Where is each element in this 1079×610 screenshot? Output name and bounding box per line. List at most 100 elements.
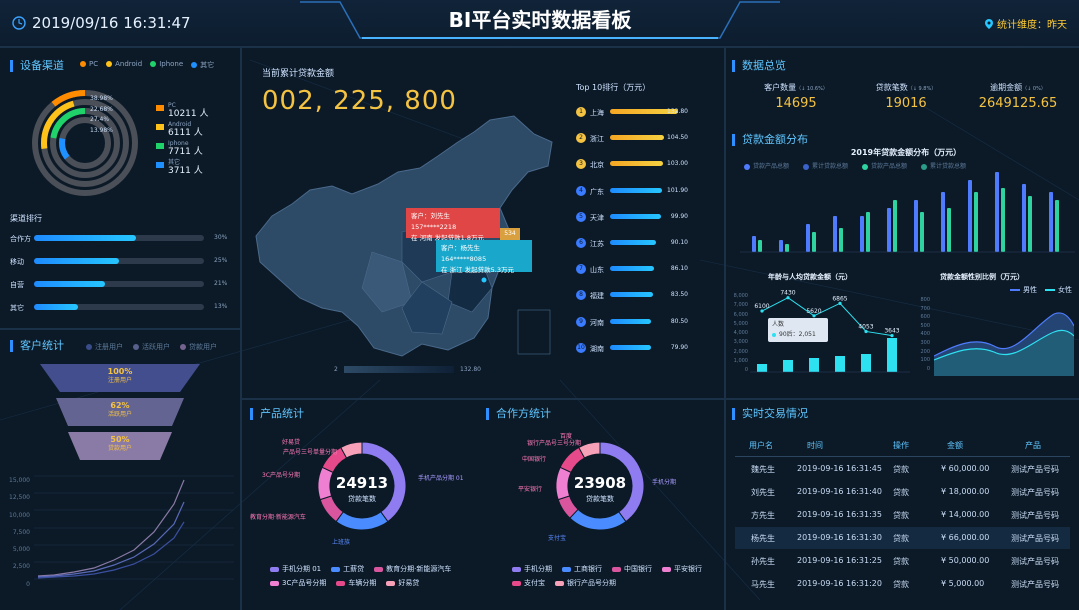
- rank-bar[interactable]: [610, 213, 661, 219]
- age-point[interactable]: [890, 333, 894, 338]
- legend-loan[interactable]: 贷款用户: [180, 342, 217, 352]
- device-legend-other[interactable]: 其它: [191, 60, 214, 70]
- loan-bar[interactable]: [812, 232, 816, 252]
- age-point[interactable]: [760, 309, 764, 313]
- tx-column-header[interactable]: 操作: [893, 441, 909, 450]
- loan-bar[interactable]: [995, 172, 999, 252]
- rank-bar[interactable]: [610, 187, 662, 193]
- rank-bar[interactable]: [610, 161, 663, 167]
- loan-bar[interactable]: [941, 192, 945, 252]
- legend-item[interactable]: 车辆分期: [336, 578, 376, 588]
- tx-column-header[interactable]: 用户名: [749, 441, 773, 450]
- device-legend-android[interactable]: Android: [106, 60, 142, 70]
- loan-bar[interactable]: [974, 192, 978, 252]
- ring-android[interactable]: [41, 99, 129, 187]
- donut-segment[interactable]: [569, 508, 627, 531]
- device-legend-iphone[interactable]: Iphone: [150, 60, 183, 70]
- legend-item[interactable]: 银行产品号分期: [555, 578, 616, 588]
- loan-bar[interactable]: [1049, 192, 1053, 252]
- loan-bar[interactable]: [833, 216, 837, 252]
- legend-item[interactable]: 手机分期 01: [270, 564, 321, 574]
- loan-bar[interactable]: [752, 236, 756, 252]
- tx-column-header[interactable]: 时间: [807, 441, 823, 450]
- tx-column-header[interactable]: 产品: [1025, 441, 1041, 450]
- channel-rank-pct: 13%: [214, 303, 228, 310]
- loan-bar[interactable]: [1022, 184, 1026, 252]
- loan-bar[interactable]: [1001, 188, 1005, 252]
- age-bar[interactable]: [835, 356, 845, 372]
- rank-bar[interactable]: [610, 135, 664, 141]
- loan-bar[interactable]: [758, 240, 762, 252]
- y-tick: 800: [920, 297, 930, 303]
- legend-item[interactable]: 教育分期·新能源汽车: [374, 564, 451, 574]
- tx-column-header[interactable]: 金额: [947, 441, 963, 450]
- loan-bar[interactable]: [779, 240, 783, 252]
- loan-legend-item[interactable]: 贷款产品总额: [862, 161, 907, 170]
- legend-item[interactable]: 中国银行: [612, 564, 652, 574]
- loan-bar[interactable]: [866, 212, 870, 252]
- donut-segment[interactable]: [578, 441, 601, 459]
- legend-item[interactable]: 3C产品号分期: [270, 578, 326, 588]
- rank-bar[interactable]: [610, 318, 651, 324]
- rank-bar[interactable]: [610, 344, 651, 350]
- loan-legend-item[interactable]: 累计贷款总额: [803, 161, 848, 170]
- table-row[interactable]: 孙先生 2019-09-16 16:31:25 贷款 ¥ 50,000.00 测试产品号…: [735, 550, 1070, 572]
- legend-item[interactable]: 手机分期: [512, 564, 552, 574]
- age-bar[interactable]: [861, 354, 871, 372]
- legend-item[interactable]: 支付宝: [512, 578, 545, 588]
- legend-item[interactable]: 好易贷: [386, 578, 419, 588]
- ring-其它[interactable]: [59, 117, 111, 169]
- loan-legend-item[interactable]: 贷款产品总额: [744, 161, 789, 170]
- table-row[interactable]: 方先生 2019-09-16 16:31:35 贷款 ¥ 14,000.00 测试产品号…: [735, 504, 1070, 526]
- ring-iphone[interactable]: [50, 108, 120, 178]
- rank-bar[interactable]: [610, 292, 653, 298]
- legend-item[interactable]: 平安银行: [662, 564, 702, 574]
- loan-bar[interactable]: [785, 244, 789, 252]
- device-legend-pc[interactable]: PC: [80, 60, 98, 70]
- donut-segment[interactable]: [335, 511, 389, 531]
- ring-pc[interactable]: [32, 90, 138, 196]
- loan-bar[interactable]: [893, 200, 897, 252]
- map-scale-bar[interactable]: [344, 366, 454, 373]
- table-row[interactable]: 魏先生 2019-09-16 16:31:45 贷款 ¥ 60,000.00 测试产品号…: [735, 458, 1070, 480]
- rank-bar[interactable]: [610, 109, 678, 114]
- legend-item[interactable]: 工薪贷: [331, 564, 364, 574]
- channel-rank-bar[interactable]: [34, 235, 204, 241]
- age-bar[interactable]: [757, 364, 767, 372]
- age-bar[interactable]: [809, 358, 819, 372]
- loan-bar[interactable]: [806, 224, 810, 252]
- table-row[interactable]: 马先生 2019-09-16 16:31:20 贷款 ¥ 5,000.00 测试产品号码: [735, 573, 1070, 595]
- channel-rank-bar[interactable]: [34, 281, 204, 287]
- age-point[interactable]: [786, 296, 790, 300]
- legend-registered[interactable]: 注册用户: [86, 342, 123, 352]
- table-row[interactable]: 杨先生 2019-09-16 16:31:30 贷款 ¥ 66,000.00 测试产品号…: [735, 527, 1070, 549]
- loan-bar[interactable]: [920, 212, 924, 252]
- age-point[interactable]: [812, 314, 816, 318]
- loan-bar[interactable]: [947, 208, 951, 252]
- legend-active[interactable]: 活跃用户: [133, 342, 170, 352]
- age-point[interactable]: [864, 329, 868, 334]
- rank-bar[interactable]: [610, 240, 656, 245]
- product-donut[interactable]: [250, 426, 470, 556]
- table-row[interactable]: 刘先生 2019-09-16 16:31:40 贷款 ¥ 18,000.00 测试产品号…: [735, 481, 1070, 503]
- age-bar[interactable]: [887, 338, 897, 372]
- loan-bar[interactable]: [860, 216, 864, 252]
- loan-bar[interactable]: [1055, 200, 1059, 252]
- partner-donut[interactable]: [486, 426, 706, 556]
- channel-rank-bar[interactable]: [34, 258, 204, 264]
- rank-bar[interactable]: [610, 266, 654, 272]
- age-point[interactable]: [838, 301, 842, 305]
- loan-bar[interactable]: [1028, 196, 1032, 252]
- loan-bar[interactable]: [968, 180, 972, 252]
- legend-item[interactable]: 工商银行: [562, 564, 602, 574]
- gender-legend-female[interactable]: 女性: [1045, 285, 1072, 295]
- channel-rank-bar[interactable]: [34, 304, 204, 310]
- donut-segment[interactable]: [340, 441, 363, 459]
- gender-legend-male[interactable]: 男性: [1010, 285, 1037, 295]
- loan-bar[interactable]: [914, 200, 918, 252]
- loan-bar[interactable]: [839, 228, 843, 252]
- stat-dimension[interactable]: 统计维度：昨天: [985, 16, 1067, 31]
- loan-bar[interactable]: [887, 208, 891, 252]
- age-bar[interactable]: [783, 360, 793, 372]
- loan-legend-item[interactable]: 累计贷款总额: [921, 161, 966, 170]
